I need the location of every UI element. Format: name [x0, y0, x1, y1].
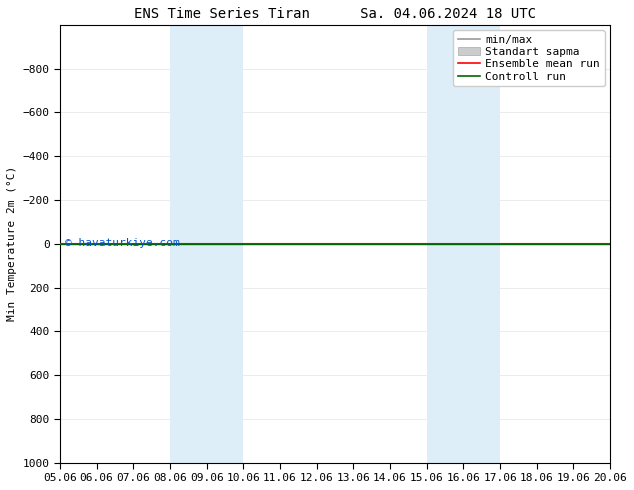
Bar	[463, 25, 500, 463]
Text: © havaturkiye.com: © havaturkiye.com	[65, 238, 180, 248]
Bar	[207, 25, 243, 463]
Bar	[427, 25, 463, 463]
Bar	[170, 25, 207, 463]
Title: ENS Time Series Tiran      Sa. 04.06.2024 18 UTC: ENS Time Series Tiran Sa. 04.06.2024 18 …	[134, 7, 536, 21]
Y-axis label: Min Temperature 2m (°C): Min Temperature 2m (°C)	[7, 166, 17, 321]
Legend: min/max, Standart sapma, Ensemble mean run, Controll run: min/max, Standart sapma, Ensemble mean r…	[453, 30, 605, 86]
